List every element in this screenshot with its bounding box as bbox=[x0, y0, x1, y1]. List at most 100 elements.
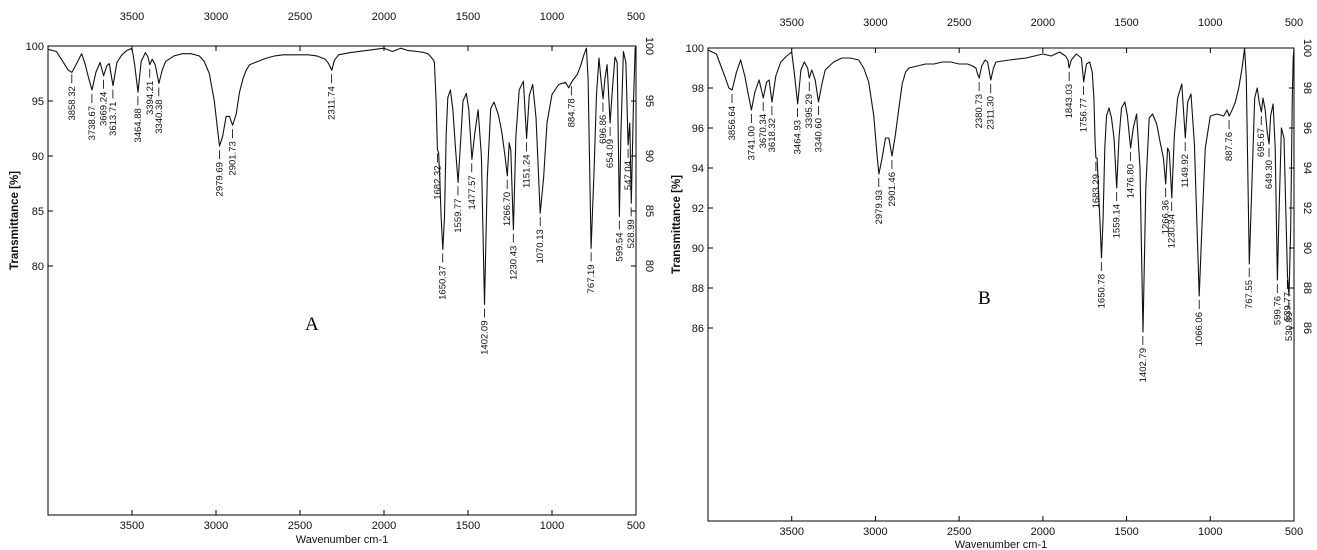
x-tick-label-top: 2000 bbox=[372, 11, 396, 23]
y-tick-label-right: 95 bbox=[643, 95, 655, 107]
x-tick-label-bottom: 2500 bbox=[288, 520, 312, 532]
x-axis-label: Wavenumber cm-1 bbox=[296, 534, 389, 546]
y-tick-label-right: 96 bbox=[1301, 122, 1313, 134]
x-tick-label-bottom: 500 bbox=[1285, 526, 1303, 538]
y-tick-label-left: 94 bbox=[692, 163, 704, 175]
y-tick-label-left: 90 bbox=[692, 243, 704, 255]
y-tick-label-right: 100 bbox=[1301, 39, 1313, 57]
x-tick-label-top: 1500 bbox=[1114, 17, 1138, 29]
y-tick-label-right: 98 bbox=[1301, 82, 1313, 94]
x-tick-label-bottom: 3500 bbox=[120, 520, 144, 532]
x-tick-label-top: 1500 bbox=[456, 11, 480, 23]
peak-label: 1402.79 bbox=[1138, 348, 1149, 382]
spectrum-line bbox=[47, 45, 637, 306]
peak-label: 696.86 bbox=[598, 115, 609, 144]
peak-label: 3669.24 bbox=[99, 92, 110, 126]
plot-frame bbox=[707, 47, 1295, 522]
y-tick-label-right: 90 bbox=[643, 150, 655, 162]
y-tick-label-left: 88 bbox=[692, 283, 704, 295]
peak-label: 528.99 bbox=[626, 219, 637, 248]
peak-label: 3464.93 bbox=[793, 120, 804, 154]
peak-label: 1476.80 bbox=[1125, 164, 1136, 198]
y-tick-label-right: 94 bbox=[1301, 162, 1313, 174]
x-tick-label-bottom: 1000 bbox=[540, 520, 564, 532]
peak-label: 3340.60 bbox=[813, 118, 824, 152]
plot-frame bbox=[47, 45, 637, 516]
peak-label: 2311.74 bbox=[327, 86, 338, 120]
peak-label: 649.30 bbox=[1264, 160, 1275, 189]
x-tick-label-bottom: 3500 bbox=[779, 526, 803, 538]
panel-label: A bbox=[305, 314, 319, 335]
peak-label: 1682.32 bbox=[432, 165, 443, 199]
peak-label: 599.76 bbox=[1272, 296, 1283, 325]
y-tick-label-left: 100 bbox=[26, 41, 44, 53]
peak-label: 2901.46 bbox=[887, 172, 898, 206]
peak-label: 3618.32 bbox=[767, 118, 778, 152]
peak-label: 547.04 bbox=[623, 161, 634, 190]
y-tick-label-left: 86 bbox=[692, 323, 704, 335]
x-tick-label-top: 1000 bbox=[1198, 17, 1222, 29]
peak-label: 3741.00 bbox=[746, 126, 757, 160]
peak-label: 2979.93 bbox=[874, 190, 885, 224]
x-tick-label-top: 3500 bbox=[779, 17, 803, 29]
chart-panel-b: 3500 3500 3000 3000 2500 2500 2000 2000 1500 1500… bbox=[671, 17, 1313, 550]
peak-label: 3613.71 bbox=[108, 102, 119, 136]
peak-label: 2979.69 bbox=[214, 162, 225, 196]
peak-label: 1066.06 bbox=[1194, 312, 1205, 346]
peak-label: 1070.13 bbox=[535, 229, 546, 263]
peak-label: 767.19 bbox=[586, 264, 597, 293]
peak-label: 3856.64 bbox=[727, 106, 738, 140]
peak-label: 1151.24 bbox=[522, 154, 533, 188]
peak-label: 1683.29 bbox=[1091, 174, 1102, 208]
peak-label: 1843.03 bbox=[1064, 84, 1075, 118]
y-axis-label: Transmittance [%] bbox=[9, 171, 21, 270]
peak-label: 3340.38 bbox=[154, 99, 165, 133]
x-tick-label-bottom: 1000 bbox=[1198, 526, 1222, 538]
peak-label: 887.76 bbox=[1224, 132, 1235, 161]
peak-label: 3394.21 bbox=[145, 81, 156, 115]
x-tick-label-bottom: 3000 bbox=[863, 526, 887, 538]
x-tick-label-bottom: 1500 bbox=[456, 520, 480, 532]
peak-label: 1650.37 bbox=[438, 266, 449, 300]
y-tick-label-left: 92 bbox=[692, 203, 704, 215]
peak-label: 599.54 bbox=[614, 233, 625, 262]
y-tick-label-right: 88 bbox=[1301, 282, 1313, 294]
x-tick-label-bottom: 3000 bbox=[204, 520, 228, 532]
peak-label: 539.77 bbox=[1282, 292, 1293, 321]
y-tick-label-left: 80 bbox=[32, 261, 44, 273]
x-tick-label-top: 500 bbox=[627, 11, 645, 23]
y-tick-label-right: 100 bbox=[643, 37, 655, 55]
x-tick-label-top: 500 bbox=[1285, 17, 1303, 29]
peak-label: 1559.77 bbox=[453, 198, 464, 232]
x-tick-label-bottom: 2000 bbox=[372, 520, 396, 532]
peak-label: 1149.92 bbox=[1180, 154, 1191, 188]
peak-label: 1477.57 bbox=[467, 175, 478, 209]
peak-label: 3738.67 bbox=[87, 106, 98, 140]
y-tick-label-right: 92 bbox=[1301, 202, 1313, 214]
x-axis-label: Wavenumber cm-1 bbox=[955, 539, 1048, 550]
y-tick-label-right: 85 bbox=[643, 205, 655, 217]
peak-label: 1559.14 bbox=[1112, 204, 1123, 238]
peak-label: 1650.78 bbox=[1096, 274, 1107, 308]
peak-label: 1230.43 bbox=[508, 246, 519, 280]
peak-label: 767.55 bbox=[1244, 280, 1255, 309]
x-tick-label-bottom: 2500 bbox=[947, 526, 971, 538]
peak-label: 1402.09 bbox=[479, 320, 490, 354]
peak-label: 884.78 bbox=[566, 98, 577, 127]
peak-label: 2901.73 bbox=[228, 141, 239, 175]
y-tick-label-left: 96 bbox=[692, 123, 704, 135]
peak-label: 2311.30 bbox=[986, 96, 997, 130]
peak-label: 654.09 bbox=[605, 139, 616, 168]
y-tick-label-left: 85 bbox=[32, 206, 44, 218]
panel-label: B bbox=[978, 288, 991, 309]
x-tick-label-top: 3500 bbox=[120, 11, 144, 23]
x-tick-label-bottom: 1500 bbox=[1114, 526, 1138, 538]
peak-label: 1230.34 bbox=[1167, 214, 1178, 248]
x-tick-label-top: 3000 bbox=[863, 17, 887, 29]
x-tick-label-bottom: 2000 bbox=[1031, 526, 1055, 538]
peak-label: 695.67 bbox=[1256, 128, 1267, 157]
x-tick-label-bottom: 500 bbox=[627, 520, 645, 532]
peak-label: 3464.88 bbox=[133, 108, 144, 142]
chart-panel-a: 3500 3500 3000 3000 2500 2500 2000 2000 1500 1500… bbox=[9, 11, 655, 546]
peak-label: 3670.34 bbox=[758, 114, 769, 148]
